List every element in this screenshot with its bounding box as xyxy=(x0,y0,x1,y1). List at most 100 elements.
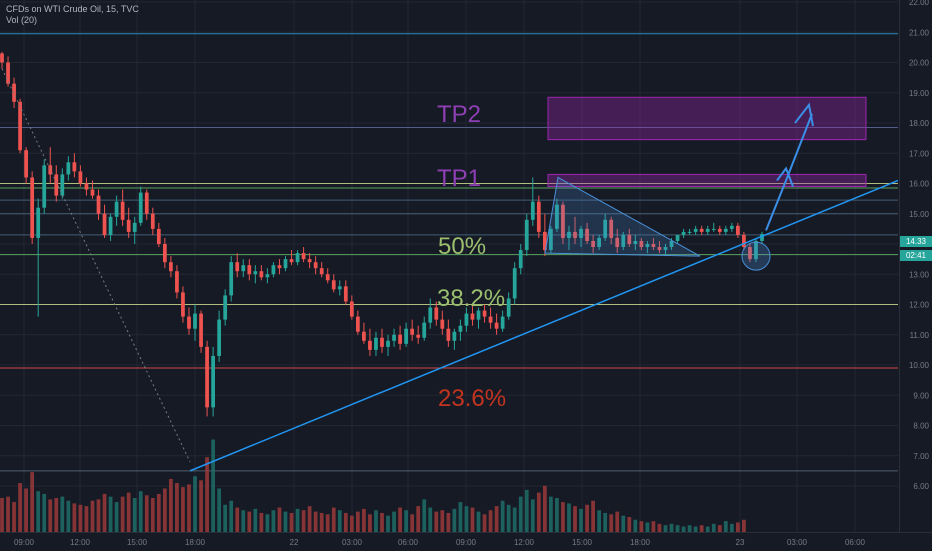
volume-bar xyxy=(422,499,427,532)
last-price-tag: 14.33 xyxy=(900,236,932,247)
fib-50-label: 50% xyxy=(438,233,487,260)
volume-bar xyxy=(265,514,270,532)
candle-body xyxy=(687,231,692,233)
time-tick-label: 18:00 xyxy=(630,538,651,547)
candle-body xyxy=(325,274,330,281)
volume-bar xyxy=(476,511,481,532)
volume-bar xyxy=(349,515,354,532)
volume-bar xyxy=(0,498,4,532)
candle-body xyxy=(645,244,650,248)
drawings xyxy=(1,68,899,472)
time-tick-label: 23 xyxy=(736,538,745,547)
candle-body xyxy=(748,247,752,260)
volume-bar xyxy=(229,500,234,532)
candle-body xyxy=(277,265,282,269)
candle-body xyxy=(217,319,222,356)
volume-bar xyxy=(66,500,71,532)
candle-body xyxy=(639,240,644,248)
volume-bar xyxy=(609,514,614,532)
candle-body xyxy=(283,259,288,269)
volume-bar xyxy=(530,499,535,532)
volume-bar xyxy=(555,498,559,532)
volume-bar xyxy=(639,521,644,532)
volume-bar xyxy=(446,512,451,532)
candle-body xyxy=(404,328,408,344)
volume-bar xyxy=(277,507,282,532)
candle-body xyxy=(500,316,505,329)
candle-body xyxy=(241,265,246,272)
candle-body xyxy=(247,265,252,275)
volume-bar xyxy=(362,508,366,532)
volume-bar xyxy=(458,502,463,532)
volume-bar xyxy=(657,523,662,532)
candle-body xyxy=(434,307,439,320)
candle-body xyxy=(723,228,728,232)
volume-bar xyxy=(494,506,499,532)
volume-bars xyxy=(0,439,746,532)
time-tick-label: 12:00 xyxy=(514,538,535,547)
volume-bar xyxy=(72,503,77,532)
candle-body xyxy=(705,228,710,232)
volume-bar xyxy=(84,506,89,532)
candle-body xyxy=(42,165,47,208)
time-axis[interactable] xyxy=(0,532,932,551)
volume-bar xyxy=(175,483,179,532)
candle-body xyxy=(6,62,10,84)
candle-body xyxy=(30,177,35,238)
price-tick-label: 12.00 xyxy=(909,301,930,310)
candle-body xyxy=(717,228,722,232)
candle-body xyxy=(597,237,602,248)
volume-bar xyxy=(699,525,704,532)
time-tick-label: 15:00 xyxy=(127,538,148,547)
volume-bar xyxy=(398,507,402,532)
candle-body xyxy=(259,271,264,278)
volume-bar xyxy=(717,525,722,532)
volume-bar xyxy=(36,491,41,532)
candle-body xyxy=(181,292,185,317)
time-tick-label: 12:00 xyxy=(70,538,91,547)
time-tick-label: 03:00 xyxy=(787,538,808,547)
volume-bar xyxy=(271,510,276,532)
candle-body xyxy=(736,225,740,235)
candle-body xyxy=(398,334,402,344)
volume-bar xyxy=(102,493,107,532)
volume-bar xyxy=(603,512,608,532)
volume-bar xyxy=(549,496,553,532)
candle-body xyxy=(675,234,680,241)
candle-body xyxy=(18,101,22,151)
tp1-label: TP1 xyxy=(437,165,482,192)
fib-382-label: 38.2% xyxy=(437,285,506,312)
price-tick-label: 9.00 xyxy=(913,391,929,400)
candle-body xyxy=(229,262,234,296)
candle-body xyxy=(72,162,77,172)
candle-body xyxy=(627,234,632,244)
volume-bar xyxy=(681,526,686,532)
volume-bar xyxy=(132,498,137,532)
candle-body xyxy=(633,240,638,244)
candle-body xyxy=(669,240,674,248)
price-axis[interactable] xyxy=(899,0,932,532)
candle-body xyxy=(374,337,378,350)
volume-bar xyxy=(199,480,203,532)
candle-body xyxy=(760,234,764,241)
volume-bar xyxy=(289,512,294,532)
candle-body xyxy=(476,310,481,320)
candle-body xyxy=(603,219,608,238)
candle-body xyxy=(295,253,300,263)
candle-body xyxy=(542,231,547,251)
volume-bar xyxy=(428,507,433,532)
candle-body xyxy=(150,213,155,229)
volume-bar xyxy=(96,499,101,532)
volume-bar xyxy=(48,499,53,532)
candle-body xyxy=(579,228,583,238)
time-tick-label: 22 xyxy=(290,538,299,547)
volume-bar xyxy=(60,496,65,532)
candle-body xyxy=(615,237,620,248)
volume-indicator-label: Vol (20) xyxy=(6,15,38,25)
candle-body xyxy=(657,247,662,251)
volume-bar xyxy=(325,514,330,532)
volume-bar xyxy=(585,504,589,532)
volume-bar xyxy=(500,500,505,532)
tp2-label: TP2 xyxy=(437,101,482,128)
